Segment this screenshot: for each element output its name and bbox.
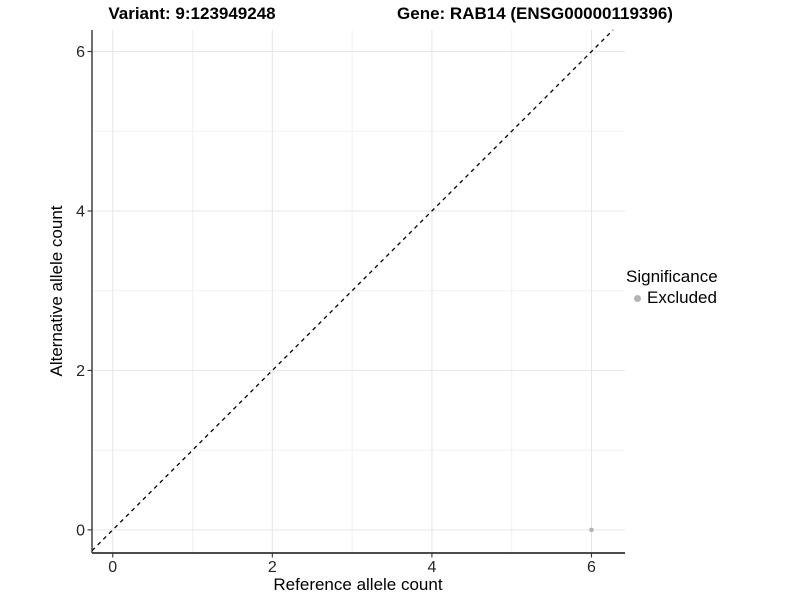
legend-entry-excluded: Excluded <box>626 288 786 308</box>
identity-dashed-line <box>91 29 614 552</box>
legend-entry-label: Excluded <box>647 288 717 307</box>
y-tick-label: 0 <box>76 522 85 539</box>
excluded-point-icon <box>634 294 641 302</box>
y-axis-title: Alternative allele count <box>47 205 66 377</box>
x-tick-label: 4 <box>427 559 436 576</box>
legend-title: Significance <box>626 267 718 286</box>
x-axis-title: Reference allele count <box>273 575 443 594</box>
variant-title: Variant: 9:123949248 <box>108 4 276 23</box>
gene-title: Gene: RAB14 (ENSG00000119396) <box>397 4 673 23</box>
x-tick-label: 6 <box>587 559 596 576</box>
legend: Significance Excluded <box>626 266 786 308</box>
x-tick-label: 2 <box>268 559 277 576</box>
y-tick-label: 2 <box>76 363 85 380</box>
y-tick-label: 4 <box>76 203 85 220</box>
y-tick-label: 6 <box>76 44 85 61</box>
x-tick-label: 0 <box>108 559 117 576</box>
data-point <box>589 527 594 533</box>
